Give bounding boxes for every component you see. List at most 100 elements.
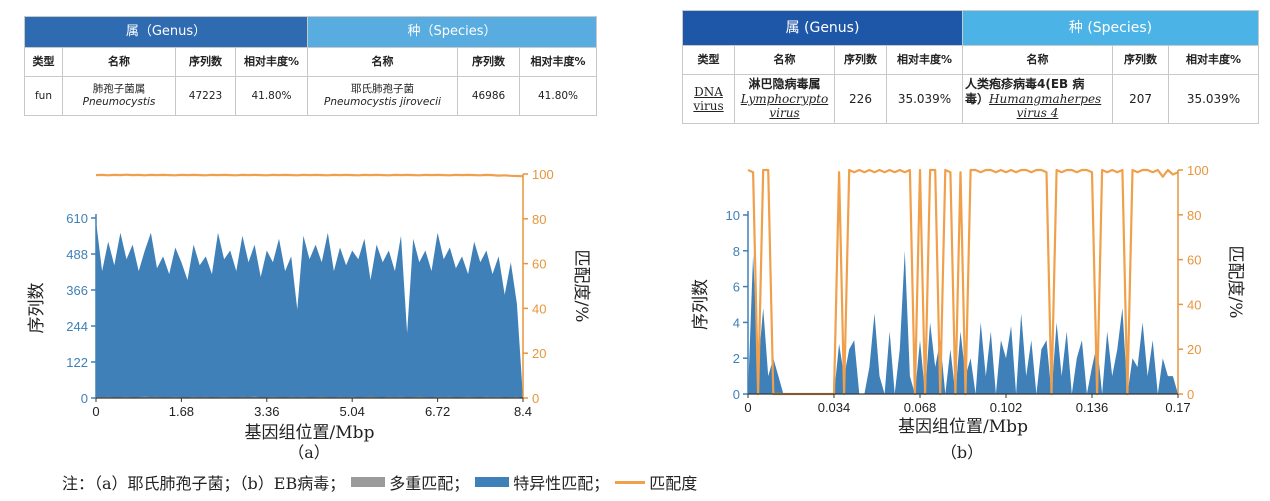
genus-name-cn: 肺孢子菌属 — [92, 83, 146, 96]
y-left-tick-label: 244 — [66, 319, 88, 334]
y-left-tick-label: 610 — [66, 211, 88, 226]
type-cell: fun — [24, 76, 63, 116]
y-right-tick-label: 20 — [1187, 342, 1201, 357]
column-header: 序列数 — [1112, 45, 1170, 75]
species-name-cell: 耶氏肺孢子菌 Pneumocystis jirovecii — [307, 76, 459, 116]
table-row: DNA virus 淋巴隐病毒属 Lymphocrypto virus 226 … — [682, 74, 1260, 124]
column-header: 名称 — [962, 45, 1114, 75]
species-name-latin: Pneumocystis jirovecii — [324, 96, 441, 108]
match-line-swatch — [615, 480, 646, 484]
type-line: virus — [693, 99, 724, 113]
y-left-tick-label: 488 — [66, 247, 88, 262]
multi-match-swatch — [351, 477, 386, 487]
y-right-tick-label: 40 — [1187, 297, 1201, 312]
panel-subtitle: （b） — [941, 443, 983, 462]
y-left-tick-label: 0 — [733, 387, 740, 402]
y-left-tick-label: 2 — [733, 351, 740, 366]
y-axis-label-right: 匹配度/% — [571, 250, 591, 323]
table-row: fun 肺孢子菌属 Pneumocystis 47223 41.80% 耶氏肺孢… — [24, 76, 598, 116]
y-left-tick-label: 4 — [733, 315, 740, 330]
column-header: 序列数 — [834, 45, 887, 75]
x-tick-label: 3.36 — [254, 404, 279, 419]
genus-name-latin: Lymphocrypto — [740, 91, 829, 106]
genus-name-cn: 淋巴隐病毒属 — [748, 77, 821, 92]
species-reads-cell: 46986 — [457, 76, 521, 116]
genus-species-table-b: 属 (Genus) 种 (Species) 类型 名称 序列数 相对丰度% 名称… — [681, 10, 1260, 124]
column-header: 相对丰度% — [234, 47, 309, 77]
column-header: 相对丰度% — [519, 47, 598, 77]
column-header: 相对丰度% — [1168, 45, 1260, 75]
genus-reads-cell: 226 — [834, 74, 887, 124]
column-header: 名称 — [734, 45, 835, 75]
genus-header: 属 (Genus) — [681, 10, 964, 46]
genus-abundance-cell: 41.80% — [234, 76, 309, 116]
species-name-cell: 人类疱疹病毒4(EB 病 毒）Humangmaherpes virus 4 — [962, 74, 1114, 124]
y-right-tick-label: 80 — [532, 212, 546, 227]
genus-name-cell: 淋巴隐病毒属 Lymphocrypto virus — [734, 74, 835, 124]
x-tick-label: 0.17 — [1165, 400, 1190, 415]
species-name-latin-line: 毒）Humangmaherpes — [965, 92, 1110, 106]
series-area-specific-match — [748, 250, 1178, 394]
y-right-tick-label: 0 — [532, 391, 539, 406]
species-name-latin: Humangmaherpes — [989, 91, 1102, 106]
x-tick-label: 1.68 — [169, 404, 194, 419]
y-right-tick-label: 20 — [532, 346, 546, 361]
specific-match-swatch — [475, 477, 510, 487]
series-area-specific-match — [96, 221, 523, 398]
note-prefix: 注：（a）耶氏肺孢子菌；（b）EB病毒； — [62, 474, 346, 493]
y-left-tick-label: 0 — [81, 391, 88, 406]
genus-abundance-cell: 35.039% — [885, 74, 964, 124]
y-axis-label-left: 序列数 — [27, 283, 47, 334]
x-tick-label: 0.034 — [818, 400, 851, 415]
y-left-tick-label: 366 — [66, 283, 88, 298]
y-right-tick-label: 60 — [532, 257, 546, 272]
x-axis-label: 基因组位置/Mbp — [245, 423, 375, 443]
type-line: DNA — [694, 84, 723, 99]
species-name-latin: virus 4 — [1016, 106, 1059, 121]
x-tick-label: 0 — [92, 404, 99, 419]
x-axis-label: 基因组位置/Mbp — [898, 417, 1028, 437]
x-tick-label: 0.068 — [904, 400, 937, 415]
x-tick-label: 0 — [744, 400, 751, 415]
x-tick-label: 0.102 — [990, 400, 1023, 415]
genus-header: 属（Genus） — [23, 16, 309, 48]
chart-a: 0 122 244 366 488 610 0 20 40 60 80 100 0 1.68 3.36 5.0… — [27, 167, 591, 462]
column-header: 名称 — [307, 47, 459, 77]
y-left-tick-label: 122 — [66, 355, 88, 370]
y-right-tick-label: 100 — [532, 167, 554, 182]
species-abundance-cell: 35.039% — [1168, 74, 1260, 124]
y-left-tick-label: 10 — [726, 208, 740, 223]
species-name-cn-2: 毒） — [965, 91, 990, 106]
legend-note: 注：（a）耶氏肺孢子菌；（b）EB病毒； 多重匹配； 特异性匹配； 匹配度 — [62, 470, 697, 494]
panel-subtitle: （a） — [288, 443, 330, 462]
x-tick-label: 0.136 — [1076, 400, 1109, 415]
column-header: 序列数 — [175, 47, 236, 77]
species-name-cn: 人类疱疹病毒4(EB 病 — [965, 77, 1085, 92]
species-name-cn: 耶氏肺孢子菌 — [351, 83, 415, 96]
x-tick-label: 5.04 — [340, 404, 365, 419]
genus-name-latin: Pneumocystis — [82, 96, 156, 108]
x-tick-label: 6.72 — [425, 404, 450, 419]
y-axis-label-right: 匹配度/% — [1225, 246, 1245, 319]
series-line-match — [95, 173, 524, 178]
y-axis-label-left: 序列数 — [691, 279, 711, 330]
y-left-tick-label: 6 — [733, 280, 740, 295]
multi-match-label: 多重匹配； — [389, 474, 470, 493]
species-header: 种 (Species) — [962, 10, 1260, 46]
y-right-tick-label: 40 — [532, 301, 546, 316]
specific-match-label: 特异性匹配； — [513, 474, 610, 493]
column-header: 序列数 — [457, 47, 521, 77]
match-label: 匹配度 — [649, 474, 698, 493]
species-abundance-cell: 41.80% — [519, 76, 598, 116]
column-header: 名称 — [62, 47, 176, 77]
type-cell: DNA virus — [682, 74, 735, 124]
genus-species-table-a: 属（Genus） 种（Species） 类型 名称 序列数 相对丰度% 名称 序… — [23, 16, 598, 116]
y-right-tick-label: 100 — [1187, 163, 1209, 178]
y-right-tick-label: 0 — [1187, 387, 1194, 402]
genus-name-latin: virus — [769, 106, 800, 121]
y-left-tick-label: 8 — [733, 244, 740, 259]
y-right-tick-label: 80 — [1187, 208, 1201, 223]
x-tick-label: 8.4 — [514, 404, 532, 419]
